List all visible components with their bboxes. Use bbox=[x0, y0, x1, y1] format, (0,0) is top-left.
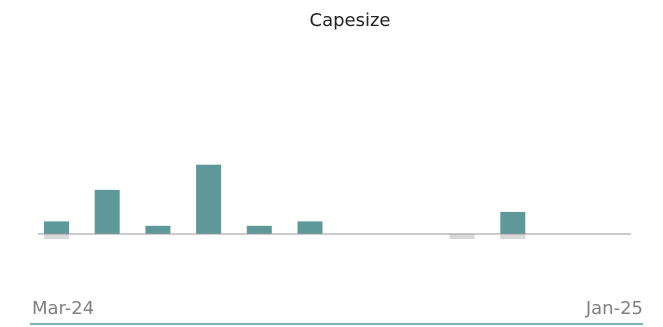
bottom-rule bbox=[30, 323, 643, 325]
negative-bar-nov-24 bbox=[449, 234, 475, 240]
negative-bar-mar-24 bbox=[44, 234, 69, 240]
bar-dec-24 bbox=[500, 211, 526, 234]
x-axis-end-label: Jan-25 bbox=[585, 298, 643, 319]
x-axis-start-label: Mar-24 bbox=[32, 298, 95, 319]
chart-title: Capesize bbox=[309, 10, 391, 31]
bar-mar-24 bbox=[44, 221, 69, 234]
bar-jun-24 bbox=[196, 164, 222, 234]
bar-aug-24 bbox=[297, 221, 323, 234]
bar-may-24 bbox=[145, 225, 171, 234]
bar-apr-24 bbox=[94, 189, 120, 234]
negative-bar-dec-24 bbox=[500, 234, 526, 240]
bar-jul-24 bbox=[246, 225, 272, 234]
